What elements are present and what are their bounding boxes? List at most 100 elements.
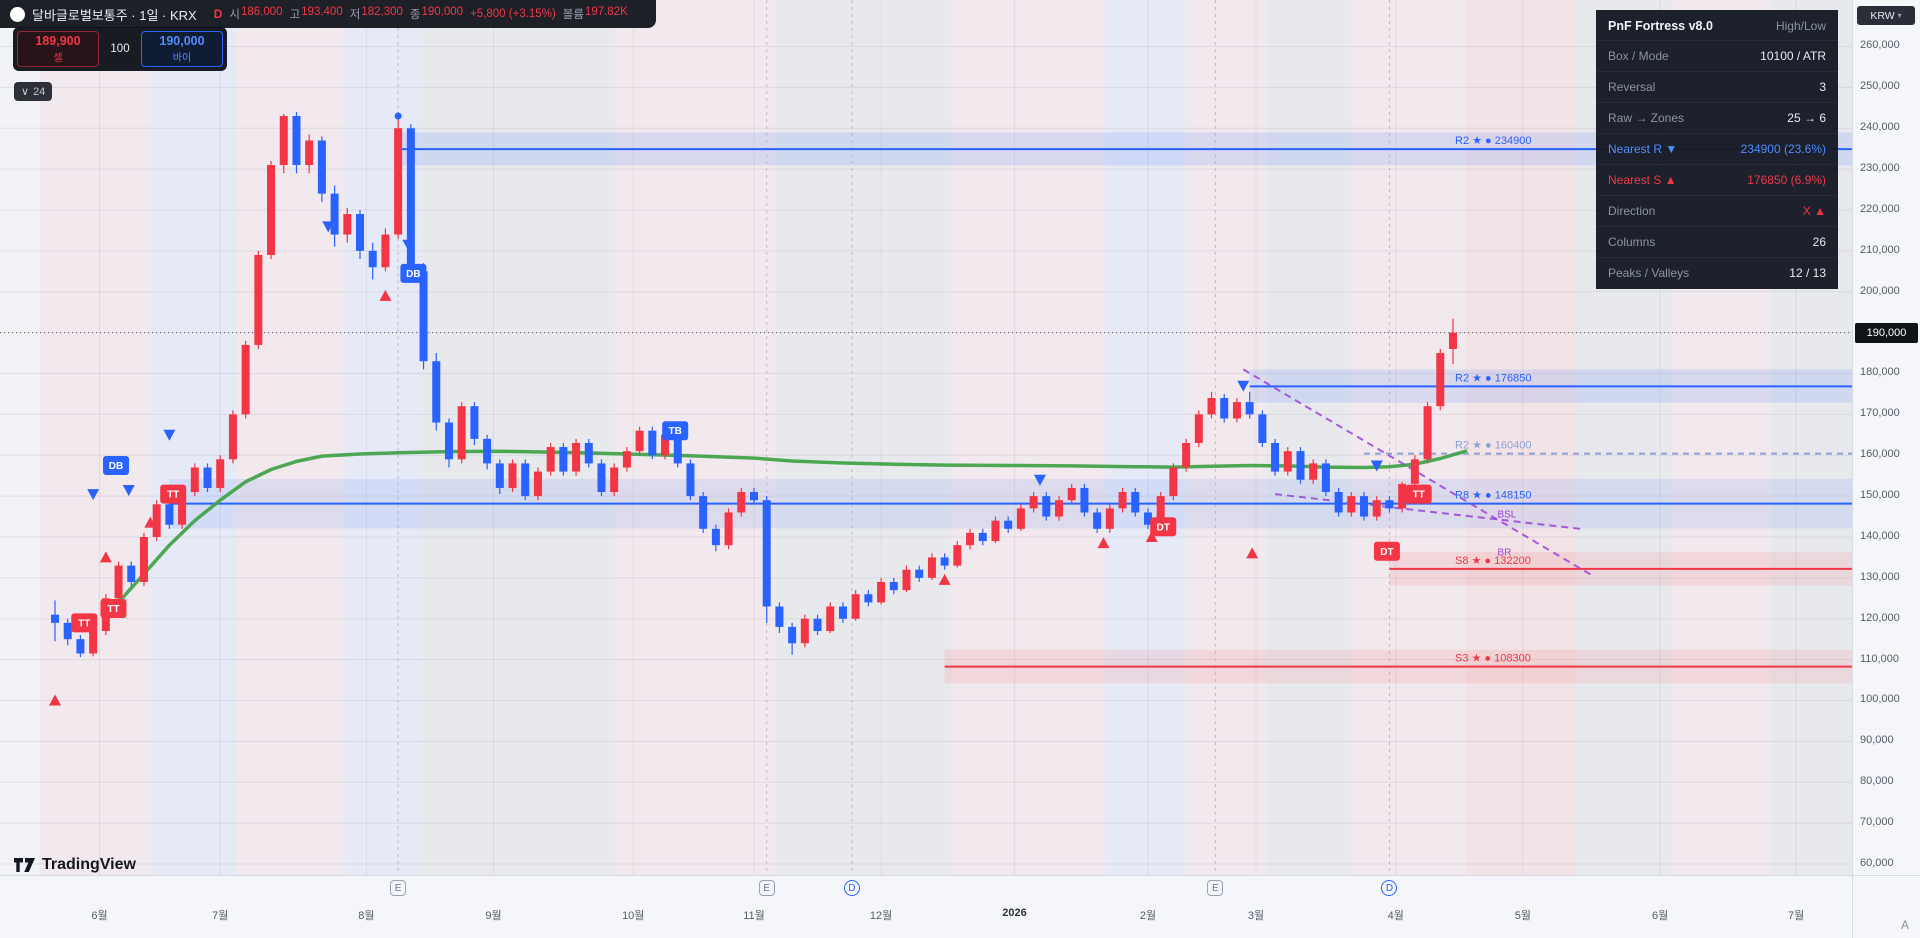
symbol-title[interactable]: 달바글로벌보통주 · 1일 · KRX <box>32 7 197 23</box>
time-axis-label: 3월 <box>1247 910 1265 922</box>
low-value: 저 182,300 <box>349 6 403 21</box>
trendline-label-BR: BR <box>1497 547 1511 558</box>
event-icon-E[interactable]: E <box>390 880 407 896</box>
candle <box>1194 414 1203 443</box>
candle <box>1055 500 1064 517</box>
candle <box>1283 451 1292 472</box>
signal-triangle-down <box>1033 474 1046 486</box>
candle <box>470 406 479 439</box>
candle <box>889 581 898 591</box>
candle <box>51 614 59 623</box>
signal-box-label: TT <box>107 604 119 615</box>
signal-triangle-down <box>322 221 335 233</box>
last-price-tag: 190,000 <box>1855 322 1918 343</box>
candle <box>203 467 212 488</box>
zone-band <box>235 0 345 875</box>
candle <box>406 128 415 272</box>
event-icon-E[interactable]: E <box>758 880 775 896</box>
interval-badge[interactable]: D <box>213 7 223 21</box>
zone-band <box>1106 0 1187 875</box>
event-icon-D[interactable]: D <box>1381 880 1398 896</box>
candle <box>572 442 581 472</box>
ma-line <box>116 449 1468 605</box>
candle <box>864 594 873 603</box>
price-axis-label: 150,000 <box>1860 489 1900 502</box>
candle <box>559 447 568 472</box>
pnf-row-raw-zones: Raw → Zones 25 → 6 <box>1596 102 1838 133</box>
candle <box>762 500 771 607</box>
sell-button[interactable]: 189,900 셀 <box>17 31 99 67</box>
indicators-collapsed-pill[interactable]: ∨ 24 <box>14 82 53 101</box>
time-axis-label: 8월 <box>358 910 375 922</box>
candle <box>991 520 1000 542</box>
tradingview-logo-icon <box>14 858 35 872</box>
buy-button[interactable]: 190,000 바이 <box>141 31 223 67</box>
signal-triangle-down <box>122 484 135 496</box>
change-value: +5,800 (+3.15%) <box>470 8 556 20</box>
price-axis-label: 230,000 <box>1860 162 1900 175</box>
candle <box>597 463 606 493</box>
currency-badge[interactable]: KRW ▾ <box>1857 6 1915 25</box>
buy-label: 바이 <box>172 53 192 64</box>
signal-dot <box>394 112 402 120</box>
chevron-down-icon: ▾ <box>1897 11 1902 20</box>
signal-triangle-up <box>1145 530 1158 542</box>
chart-canvas[interactable]: R2 ★ ● 234900 R2 ★ ● 176850 R2 ★ ● 160400 R… <box>0 0 1852 875</box>
signal-box-label: TB <box>669 426 682 437</box>
candle <box>483 438 492 464</box>
signal-box-TT <box>71 613 98 633</box>
candle <box>381 234 390 268</box>
candle <box>1398 483 1407 509</box>
volume-value: 볼륨 197.82K <box>562 6 628 21</box>
candle <box>1309 463 1318 480</box>
candle <box>775 606 784 627</box>
symbol-legend-bar: 달바글로벌보통주 · 1일 · KRX D 시 186,000 고 193,400 … <box>0 0 656 28</box>
candle <box>1347 496 1356 513</box>
candle <box>533 471 542 497</box>
tradingview-logo[interactable]: TradingView <box>13 856 136 874</box>
candle <box>635 430 644 452</box>
price-axis-label: 70,000 <box>1860 816 1894 829</box>
signal-box-TT <box>160 484 187 504</box>
signal-triangle-up <box>1097 537 1110 549</box>
candle <box>330 193 339 235</box>
event-icon-E[interactable]: E <box>1207 880 1224 896</box>
level-label-160400: R2 ★ ● 160400 <box>1455 440 1531 452</box>
event-icon-D[interactable]: D <box>843 880 860 896</box>
candle <box>89 631 98 654</box>
price-axis-label: 120,000 <box>1860 611 1900 624</box>
signal-box-label: TT <box>78 618 90 629</box>
candle <box>165 504 174 525</box>
quantity-field[interactable]: 100 <box>110 43 130 55</box>
pnf-panel-rows: Box / Mode 10100 / ATR Reversal 3 Raw → Zone… <box>1596 40 1838 288</box>
candle <box>1220 398 1229 419</box>
symbol-logo-icon <box>10 6 25 22</box>
signal-triangle-up <box>99 551 112 563</box>
candle <box>978 532 987 542</box>
candle <box>1296 451 1305 480</box>
sell-price: 189,900 <box>35 34 81 48</box>
candle <box>267 165 276 255</box>
price-axis-label: 180,000 <box>1860 366 1900 379</box>
candle <box>457 406 466 460</box>
candle <box>1067 487 1076 501</box>
candle <box>838 606 847 619</box>
candle <box>915 569 924 578</box>
close-value: 종 190,000 <box>409 6 464 21</box>
candle <box>279 115 288 166</box>
signal-box-TT <box>100 599 127 619</box>
price-axis-label: 220,000 <box>1860 202 1900 215</box>
candle <box>584 442 593 464</box>
signal-triangle-up <box>938 573 951 585</box>
price-axis-label: 170,000 <box>1860 407 1900 420</box>
candle <box>216 459 225 488</box>
candle <box>63 622 72 640</box>
tradingview-logo-text: TradingView <box>42 856 136 873</box>
candle <box>788 626 797 644</box>
time-axis[interactable]: 6월 7월 8월 9월 10월 11월 12월 2026 2월 3월 4월 5월 6월 7월 E E D E D <box>0 875 1852 938</box>
price-axis-label: 80,000 <box>1860 775 1894 788</box>
pnf-panel-header: PnF Fortress v8.0 High/Low <box>1596 11 1838 40</box>
price-axis[interactable]: KRW ▾ 190,000 60,000 70,000 80,000 90,000 10… <box>1852 0 1920 875</box>
pnf-row-nearest-s: Nearest S ▲ 176850 (6.9%) <box>1596 164 1838 195</box>
signal-box-DT <box>1373 541 1400 561</box>
